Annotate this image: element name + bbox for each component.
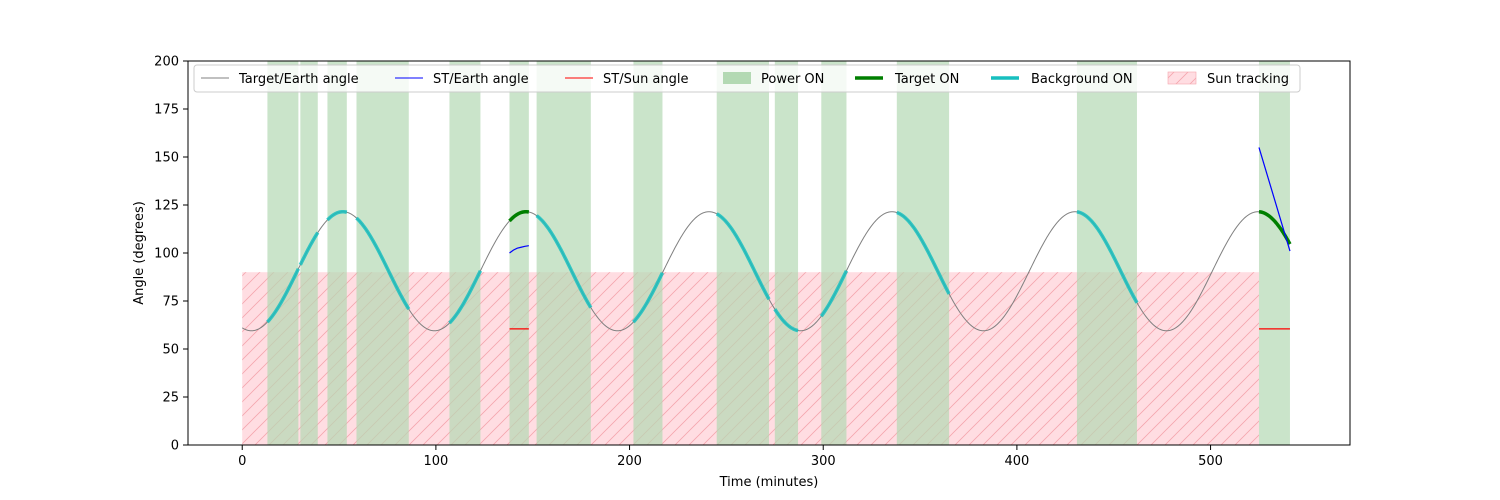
legend: Target/Earth angle ST/Earth angle ST/Sun…: [193, 64, 1301, 93]
legend-label-sun-tracking: Sun tracking: [1207, 72, 1289, 87]
st-earth-segment: [1258, 147, 1291, 252]
power-on-span: [716, 61, 769, 445]
y-axis-label: Angle (degrees): [132, 201, 147, 305]
legend-label-power-on: Power ON: [761, 72, 824, 87]
power-on-span: [327, 61, 347, 445]
background-on-segment: [355, 216, 411, 311]
x-tick-label: 300: [811, 454, 836, 469]
x-tick-label: 0: [238, 454, 246, 469]
plot-area: [241, 61, 1292, 445]
legend-item-st-sun: ST/Sun angle: [565, 72, 689, 87]
x-tick-label: 200: [617, 454, 642, 469]
x-tick-label: 500: [1198, 454, 1223, 469]
power-on-span: [633, 61, 663, 445]
legend-label-target-earth: Target/Earth angle: [238, 72, 359, 87]
y-tick-label: 75: [162, 295, 179, 310]
legend-item-sun-tracking: Sun tracking: [1167, 71, 1289, 87]
power-on-span: [300, 61, 318, 445]
power-on-span: [356, 61, 409, 445]
power-on-span: [896, 61, 950, 445]
x-axis-label: Time (minutes): [719, 475, 819, 490]
background-on-segment: [1076, 210, 1139, 304]
y-axis: 0 25 50 75 100 125 150 175 200: [154, 55, 188, 454]
legend-swatch-sun-tracking-hatch: [1168, 72, 1196, 84]
power-on-regions: [267, 61, 1290, 445]
power-on-span: [509, 61, 529, 445]
power-on-span: [1258, 61, 1290, 445]
background-on-segment: [773, 308, 799, 333]
legend-item-power-on: Power ON: [723, 72, 824, 87]
background-on-segment: [448, 269, 483, 325]
background-on-segment: [896, 210, 951, 295]
x-axis: 0 100 200 300 400 500: [238, 445, 1223, 469]
legend-item-target-on: Target ON: [855, 72, 959, 87]
legend-label-target-on: Target ON: [894, 72, 959, 87]
legend-item-target-earth: Target/Earth angle: [201, 72, 359, 87]
legend-swatch-power-on: [723, 72, 751, 84]
y-tick-label: 200: [154, 55, 179, 70]
legend-label-background-on: Background ON: [1031, 72, 1133, 87]
background-on-segment: [819, 269, 849, 318]
power-on-span: [449, 61, 481, 445]
power-on-span: [774, 61, 799, 445]
y-tick-label: 0: [171, 439, 179, 454]
background-on-segment: [326, 209, 348, 222]
st-earth-angle-series: [509, 147, 1291, 254]
background-on-segment: [298, 231, 320, 266]
power-on-span: [1076, 61, 1137, 445]
st-earth-segment: [509, 245, 529, 254]
x-tick-label: 100: [423, 454, 448, 469]
x-tick-label: 400: [1004, 454, 1029, 469]
background-on-segment: [266, 268, 300, 324]
legend-label-st-earth: ST/Earth angle: [433, 72, 529, 87]
target-on-segment: [508, 209, 530, 223]
background-on-segment: [715, 212, 771, 301]
y-tick-label: 175: [154, 103, 179, 118]
y-tick-label: 50: [162, 343, 179, 358]
y-tick-label: 150: [154, 151, 179, 166]
y-tick-label: 125: [154, 199, 179, 214]
background-on-series: [266, 209, 1139, 333]
background-on-segment: [632, 271, 665, 324]
power-on-span: [821, 61, 847, 445]
legend-item-st-earth: ST/Earth angle: [395, 72, 529, 87]
legend-item-background-on: Background ON: [991, 72, 1133, 87]
power-on-span: [267, 61, 299, 445]
legend-label-st-sun: ST/Sun angle: [603, 72, 689, 87]
y-tick-label: 100: [154, 247, 179, 262]
background-on-segment: [535, 214, 593, 309]
y-tick-label: 25: [162, 391, 179, 406]
